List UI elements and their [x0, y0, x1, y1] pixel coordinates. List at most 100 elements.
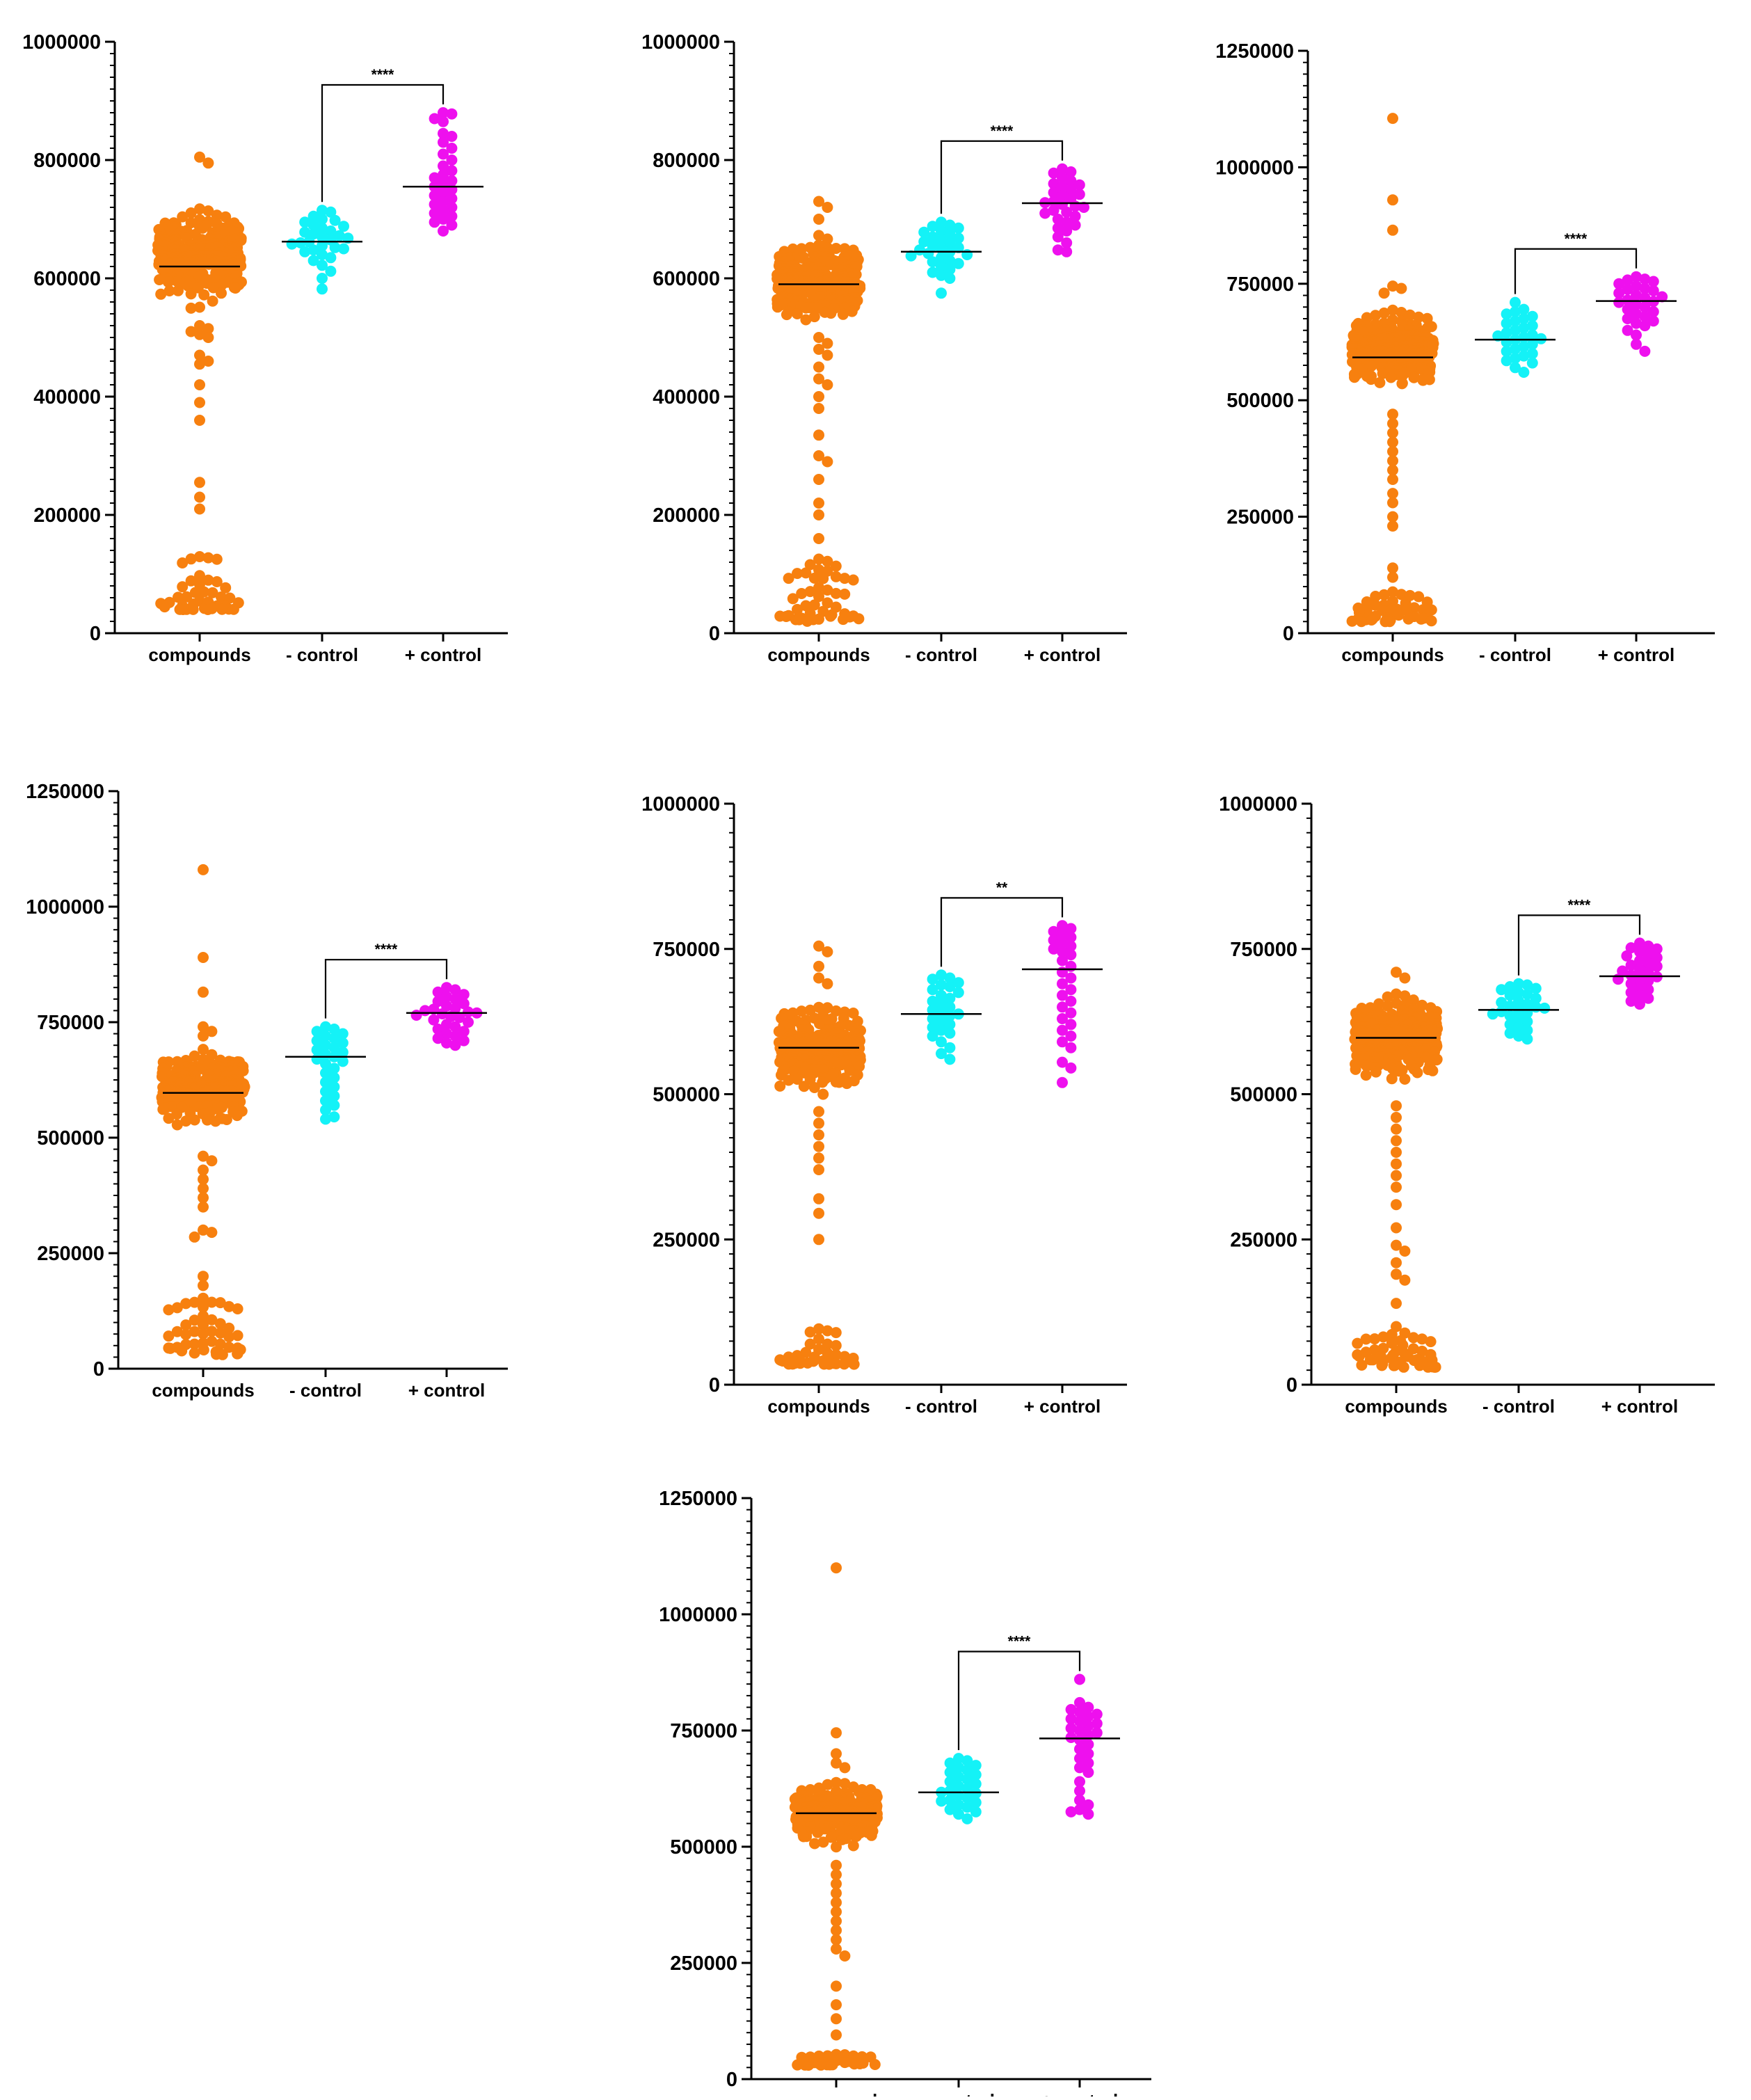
y-tick-label: 1250000	[26, 781, 104, 803]
y-tick-label: 1250000	[1215, 40, 1294, 63]
y-tick-label: 200000	[653, 504, 720, 527]
data-point	[813, 1193, 824, 1204]
data-point	[1527, 358, 1538, 369]
data-point	[1391, 1135, 1402, 1146]
data-point	[813, 1117, 824, 1129]
x-tick-label: + control	[408, 1380, 486, 1401]
data-point	[781, 611, 792, 622]
data-point	[813, 961, 824, 972]
data-point	[1399, 1074, 1410, 1085]
data-point	[1061, 246, 1072, 257]
x-tick-label: compounds	[767, 1396, 870, 1417]
y-tick-label: 800000	[33, 150, 101, 172]
y-tick-label: 750000	[1226, 273, 1294, 296]
x-tick-label: compounds	[1345, 1396, 1447, 1417]
data-point	[813, 391, 824, 402]
data-point	[813, 474, 824, 485]
data-point	[1387, 113, 1398, 124]
chart-panel-4: 025000050000075000010000001250000compoun…	[26, 781, 508, 1401]
data-point	[1613, 297, 1624, 308]
x-tick-label: - control	[905, 644, 977, 665]
data-point	[1039, 208, 1050, 219]
significance-label: ****	[1568, 897, 1592, 913]
chart-panel-1: 0 200000 400000 600000 800000 1000000 compound…	[22, 31, 508, 665]
significance-label: ****	[991, 123, 1014, 139]
data-point	[232, 1303, 243, 1314]
x-tick-label: compounds	[148, 644, 250, 665]
data-point	[853, 613, 864, 624]
data-point	[194, 477, 205, 488]
y-tick-label: 250000	[670, 1952, 737, 1975]
data-point	[1387, 572, 1398, 583]
significance-label: ****	[375, 941, 399, 957]
data-point	[1501, 355, 1512, 366]
data-point	[202, 157, 214, 168]
data-point	[838, 614, 849, 625]
data-point	[206, 1155, 217, 1166]
data-point	[198, 1280, 209, 1291]
data-point	[189, 1348, 200, 1359]
data-point	[870, 2059, 881, 2070]
data-point	[781, 309, 792, 320]
data-point	[446, 109, 457, 120]
y-tick-label: 0	[1286, 1374, 1297, 1397]
data-point	[232, 1110, 243, 1121]
data-point	[180, 1329, 191, 1340]
data-point	[159, 601, 170, 612]
data-point	[822, 350, 833, 361]
data-point	[1352, 1338, 1363, 1349]
data-point	[822, 456, 833, 468]
data-point	[194, 379, 205, 390]
data-point	[1391, 1159, 1402, 1170]
data-point	[299, 246, 310, 257]
data-point	[774, 1081, 785, 1092]
data-point	[1391, 1100, 1402, 1111]
data-point	[831, 1327, 842, 1338]
data-point	[210, 1115, 221, 1127]
data-point	[1396, 378, 1407, 389]
data-point	[839, 589, 850, 600]
data-point	[320, 1113, 331, 1124]
data-point	[787, 1358, 799, 1369]
y-tick-label: 1000000	[26, 896, 104, 918]
x-tick-label: - control	[289, 1380, 362, 1401]
y-tick-label: 1000000	[1219, 793, 1297, 816]
y-tick-label: 1250000	[659, 1488, 737, 1510]
data-point	[177, 557, 188, 568]
x-tick-label: + control	[405, 644, 482, 665]
data-point	[831, 1943, 842, 1955]
data-point	[194, 492, 205, 503]
data-point	[848, 1840, 859, 1852]
data-point	[438, 116, 449, 127]
data-point	[172, 1120, 183, 1131]
chart-panel-2: 02000004000006000008000001000000compound…	[641, 31, 1127, 665]
y-tick-label: 250000	[653, 1229, 720, 1251]
data-point	[1386, 1073, 1398, 1084]
data-point	[838, 309, 849, 320]
data-point	[198, 864, 209, 875]
x-tick-label: + control	[1024, 644, 1101, 665]
data-point	[186, 303, 197, 314]
data-point	[1074, 1674, 1085, 1685]
data-point	[813, 1141, 824, 1152]
data-point	[831, 1841, 842, 1852]
chart-panel-7: 025000050000075000010000001250000compoun…	[659, 1488, 1151, 2097]
data-point	[824, 1359, 835, 1370]
data-point	[1361, 1069, 1372, 1081]
data-point	[936, 1796, 947, 1807]
data-point	[317, 273, 328, 284]
chart-panel-6: 0 250000 500000 750000 1000000 compounds - con…	[1219, 793, 1715, 1417]
data-point	[813, 533, 824, 544]
data-point	[839, 1950, 850, 1962]
data-point	[1613, 973, 1624, 985]
data-point	[221, 1114, 232, 1125]
data-point	[848, 575, 859, 586]
data-point	[206, 1227, 217, 1238]
chart-panel-3: 0 250000 500000 750000 1000000 1250000 compoun…	[1215, 40, 1715, 665]
data-point	[194, 397, 205, 408]
data-point	[839, 1358, 850, 1369]
data-point	[809, 1838, 820, 1850]
y-tick-label: 500000	[37, 1127, 104, 1150]
data-point	[1396, 283, 1407, 294]
data-point	[1427, 1065, 1438, 1076]
